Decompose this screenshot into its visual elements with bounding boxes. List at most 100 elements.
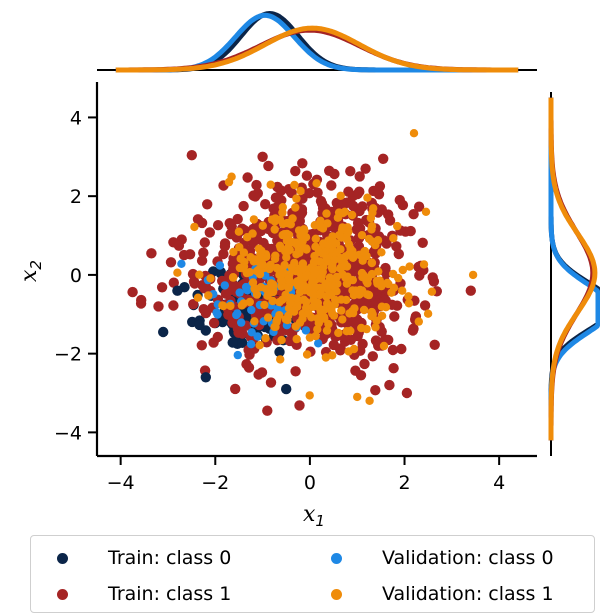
point-validation-class-1 (267, 215, 277, 224)
point-train-class-1 (384, 379, 395, 391)
point-validation-class-1 (334, 328, 343, 338)
point-train-class-1 (168, 300, 179, 311)
point-validation-class-1 (276, 355, 285, 364)
point-validation-class-1 (367, 258, 376, 267)
point-train-class-1 (347, 200, 359, 211)
point-validation-class-1 (302, 350, 312, 359)
point-train-class-1 (208, 317, 220, 329)
point-validation-class-1 (270, 225, 279, 234)
point-train-class-1 (290, 366, 301, 377)
point-validation-class-0 (212, 308, 221, 317)
point-train-class-1 (374, 181, 386, 192)
y-axis-label: x2 (17, 260, 45, 282)
point-validation-class-1 (398, 265, 407, 275)
point-train-class-0 (194, 319, 205, 331)
point-validation-class-1 (363, 290, 372, 299)
point-validation-class-1 (414, 317, 423, 326)
point-validation-class-1 (250, 317, 259, 326)
point-validation-class-1 (292, 250, 301, 259)
point-validation-class-1 (263, 313, 273, 322)
point-validation-class-1 (310, 282, 320, 292)
point-train-class-1 (414, 270, 425, 281)
point-train-class-1 (297, 158, 308, 169)
point-train-class-1 (188, 299, 199, 310)
point-validation-class-1 (298, 264, 307, 273)
top-density-curve (115, 12, 519, 73)
point-train-class-1 (350, 365, 361, 376)
legend-item-train-class-0: Train: class 0 (57, 544, 231, 572)
point-train-class-0 (227, 337, 238, 348)
point-validation-class-1 (322, 209, 331, 218)
point-train-class-1 (290, 165, 301, 177)
point-validation-class-1 (427, 287, 437, 296)
point-validation-class-1 (237, 301, 247, 310)
point-validation-class-1 (301, 233, 311, 242)
point-validation-class-1 (263, 291, 272, 300)
point-train-class-1 (212, 220, 224, 231)
point-train-class-0 (281, 383, 292, 395)
x-axis-label: x1 (303, 502, 325, 530)
point-validation-class-1 (277, 335, 286, 345)
point-validation-class-1 (419, 260, 429, 269)
y-tick-label: −4 (54, 422, 82, 444)
point-train-class-1 (200, 307, 212, 319)
point-validation-class-1 (173, 268, 182, 277)
point-train-class-1 (324, 165, 335, 176)
legend-item-train-class-1: Train: class 1 (57, 580, 231, 608)
point-train-class-1 (396, 343, 407, 355)
legend-marker (57, 588, 68, 600)
point-train-class-1 (262, 405, 273, 416)
joint-plot: −4 −2 0 2 4 −4 −2 0 2 4 x1 x2 (17, 11, 600, 530)
legend-marker (57, 552, 68, 564)
point-train-class-1 (192, 214, 204, 225)
point-validation-class-1 (245, 297, 254, 307)
legend-label: Train: class 1 (108, 583, 232, 605)
point-validation-class-1 (252, 290, 262, 299)
point-validation-class-1 (316, 274, 326, 283)
point-train-class-1 (232, 213, 243, 225)
point-train-class-1 (135, 298, 147, 309)
point-validation-class-1 (195, 270, 204, 279)
point-train-class-1 (218, 248, 229, 260)
point-validation-class-1 (322, 326, 332, 335)
point-train-class-1 (186, 150, 197, 161)
point-validation-class-1 (336, 255, 345, 264)
point-validation-class-1 (301, 297, 311, 307)
point-validation-class-1 (409, 129, 419, 138)
top-marginal-density (97, 11, 537, 73)
point-validation-class-0 (233, 350, 242, 360)
point-validation-class-1 (379, 341, 389, 351)
point-train-class-1 (184, 249, 196, 260)
point-validation-class-1 (248, 278, 258, 287)
point-validation-class-1 (316, 216, 325, 225)
point-validation-class-1 (228, 273, 238, 282)
x-tick-label: 4 (493, 472, 505, 494)
point-validation-class-1 (338, 315, 347, 324)
point-train-class-1 (199, 237, 210, 248)
point-validation-class-1 (302, 270, 311, 279)
point-validation-class-1 (323, 219, 332, 228)
point-train-class-1 (199, 283, 210, 294)
point-validation-class-1 (367, 269, 377, 279)
point-train-class-1 (370, 385, 381, 396)
point-validation-class-1 (245, 268, 254, 277)
point-validation-class-1 (393, 221, 402, 231)
point-validation-class-1 (286, 220, 295, 229)
point-validation-class-1 (292, 334, 301, 344)
point-validation-class-1 (298, 314, 307, 323)
x-tick-label: 2 (398, 472, 410, 494)
point-validation-class-1 (260, 300, 269, 310)
point-validation-class-1 (227, 172, 236, 181)
point-validation-class-1 (367, 237, 377, 246)
point-validation-class-1 (204, 291, 213, 300)
point-validation-class-1 (299, 281, 309, 290)
point-train-class-1 (389, 311, 400, 322)
point-validation-class-1 (371, 323, 380, 332)
point-train-class-1 (312, 187, 323, 198)
point-validation-class-1 (337, 306, 346, 315)
point-train-class-1 (168, 277, 179, 288)
point-validation-class-1 (255, 341, 264, 350)
point-validation-class-1 (261, 334, 270, 343)
point-validation-class-1 (321, 353, 331, 362)
point-train-class-0 (172, 285, 183, 296)
